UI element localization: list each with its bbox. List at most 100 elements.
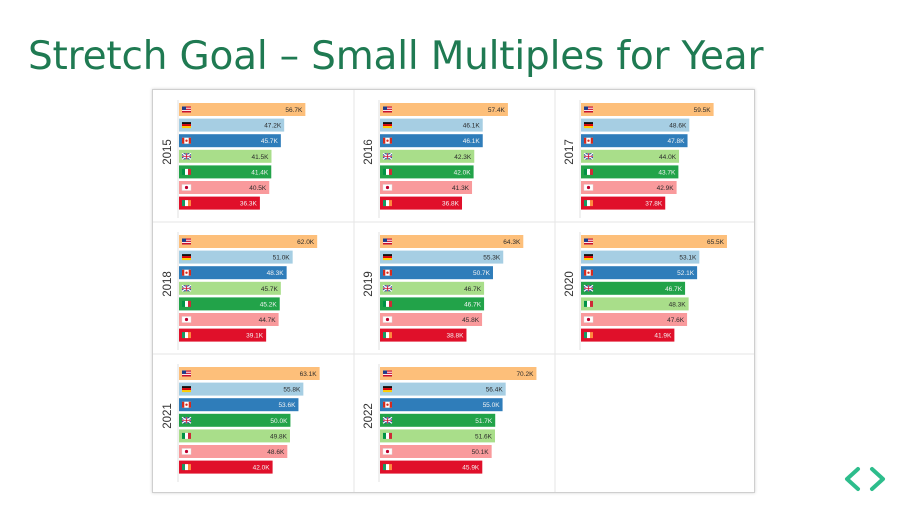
data-label: 48.3K	[267, 270, 285, 277]
year-label: 2021	[162, 403, 174, 429]
data-label: 59.5K	[694, 107, 712, 114]
canada-flag-icon	[182, 269, 191, 276]
bar-italy	[380, 429, 495, 443]
ireland-flag-icon	[182, 200, 191, 207]
bar-canada	[380, 134, 483, 148]
bar-united-kingdom	[179, 413, 291, 427]
data-label: 62.0K	[297, 239, 315, 246]
us-flag-icon	[182, 106, 191, 113]
bar-ireland	[380, 328, 467, 342]
bar-united-kingdom	[380, 413, 496, 427]
bar-canada	[179, 266, 287, 280]
canada-flag-icon	[182, 137, 191, 144]
bar-italy	[581, 297, 689, 311]
chevron-left-icon	[845, 467, 860, 491]
uk-flag-icon	[583, 152, 594, 160]
uk-flag-icon	[181, 284, 192, 292]
data-label: 55.8K	[283, 387, 301, 394]
data-label: 37.8K	[645, 201, 663, 208]
ireland-flag-icon	[182, 464, 191, 471]
ireland-flag-icon	[584, 332, 593, 339]
bar-ireland	[380, 196, 463, 210]
data-label: 42.9K	[657, 185, 675, 192]
data-label: 47.8K	[668, 138, 686, 145]
italy-flag-icon	[584, 300, 593, 307]
panel-2022: 2022 70.2K 56.4K 55.0K 51.7K 51.6K 50.1K 45.9K	[363, 364, 537, 482]
data-label: 52.1K	[677, 270, 695, 277]
chevron-right-icon	[870, 467, 885, 491]
bar-united-states	[380, 103, 508, 116]
data-label: 40.5K	[249, 185, 267, 192]
us-flag-icon	[182, 370, 191, 377]
data-label: 53.6K	[278, 402, 296, 409]
year-label: 2015	[162, 139, 174, 165]
bar-japan	[380, 445, 492, 458]
bar-italy	[179, 165, 272, 179]
bar-united-states	[179, 103, 306, 116]
bar-japan	[380, 181, 473, 194]
small-multiples-chart: 2015 56.7K 47.2K 45.7K 41.5K 41.4K 40.5K 36.3K 2…	[152, 89, 755, 493]
data-label: 47.6K	[667, 317, 685, 324]
ireland-flag-icon	[383, 332, 392, 339]
bar-canada	[179, 398, 299, 412]
year-label: 2022	[363, 403, 375, 429]
data-label: 47.2K	[264, 123, 282, 130]
bar-ireland	[380, 460, 483, 474]
chart-canvas: 201556.7K47.2K45.7K41.5K41.4K40.5K36.3K2…	[153, 90, 754, 492]
germany-flag-icon	[182, 254, 191, 261]
italy-flag-icon	[383, 168, 392, 175]
japan-flag-icon	[382, 184, 393, 191]
canada-flag-icon	[584, 269, 593, 276]
panel-2016: 2016 57.4K 46.1K 46.1K 42.3K 42.0K 41.3K 36.8K	[363, 100, 508, 218]
germany-flag-icon	[584, 254, 593, 261]
bar-united-kingdom	[179, 281, 281, 295]
data-label: 41.4K	[251, 169, 269, 176]
bar-united-kingdom	[179, 149, 272, 163]
bar-germany	[380, 118, 483, 132]
data-label: 51.6K	[475, 433, 493, 440]
germany-flag-icon	[383, 254, 392, 261]
data-label: 46.1K	[463, 123, 481, 130]
japan-flag-icon	[181, 316, 192, 323]
data-label: 41.5K	[251, 154, 269, 161]
bar-germany	[380, 250, 504, 264]
year-label: 2019	[363, 271, 375, 297]
data-label: 48.3K	[669, 301, 687, 308]
uk-flag-icon	[382, 152, 393, 160]
year-label: 2020	[564, 271, 576, 297]
canada-flag-icon	[383, 401, 392, 408]
data-label: 65.5K	[707, 239, 725, 246]
us-flag-icon	[383, 370, 392, 377]
panel-2019: 2019 64.3K 55.3K 50.7K 46.7K 46.7K 45.8K 38.8K	[363, 232, 524, 350]
bar-united-states	[380, 367, 537, 380]
data-label: 42.0K	[253, 465, 271, 472]
bar-japan	[179, 313, 279, 326]
data-label: 48.6K	[267, 449, 285, 456]
bar-ireland	[179, 460, 273, 474]
year-label: 2018	[162, 271, 174, 297]
japan-flag-icon	[583, 184, 594, 191]
bar-united-kingdom	[380, 149, 475, 163]
previous-slide-button[interactable]	[842, 464, 862, 494]
germany-flag-icon	[383, 386, 392, 393]
data-label: 44.0K	[659, 154, 677, 161]
data-label: 46.1K	[463, 138, 481, 145]
panel-2017: 2017 59.5K 48.6K 47.8K 44.0K 43.7K 42.9K 37.8K	[564, 100, 714, 218]
data-label: 49.8K	[270, 433, 288, 440]
next-slide-button[interactable]	[868, 464, 888, 494]
uk-flag-icon	[382, 416, 393, 424]
data-label: 45.9K	[462, 465, 480, 472]
germany-flag-icon	[182, 386, 191, 393]
canada-flag-icon	[383, 269, 392, 276]
italy-flag-icon	[182, 300, 191, 307]
bar-italy	[179, 429, 290, 443]
data-label: 56.7K	[285, 107, 303, 114]
canada-flag-icon	[182, 401, 191, 408]
data-label: 46.7K	[665, 286, 683, 293]
us-flag-icon	[584, 238, 593, 245]
germany-flag-icon	[383, 122, 392, 129]
data-label: 50.7K	[473, 270, 491, 277]
italy-flag-icon	[182, 168, 191, 175]
japan-flag-icon	[583, 316, 594, 323]
japan-flag-icon	[382, 448, 393, 455]
